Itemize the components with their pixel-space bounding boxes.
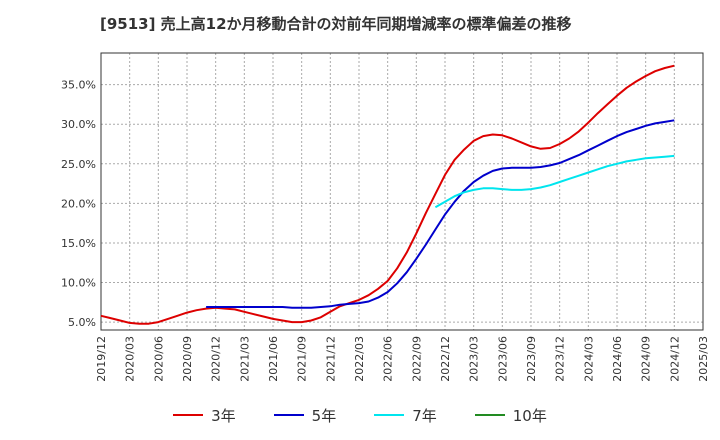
series-lines [100, 64, 675, 325]
x-tick-label: 2021/12 [324, 336, 337, 382]
y-tick-labels: 5.0% 10.0% 15.0% 20.0% 25.0% 30.0% 35.0% [61, 79, 96, 329]
x-tick-label: 2022/06 [382, 336, 395, 382]
x-tick-label: 2019/12 [95, 336, 108, 382]
legend-label: 10年 [512, 406, 547, 425]
legend-item: 5年 [273, 405, 337, 426]
x-tick-label: 2021/09 [296, 336, 309, 382]
legend-swatch [474, 414, 505, 416]
y-tick-label: 25.0% [61, 158, 96, 171]
grid-lines [100, 53, 704, 330]
legend-label: 7年 [412, 406, 437, 425]
legend-item: 7年 [374, 405, 437, 426]
x-tick-label: 2020/12 [210, 336, 223, 382]
legend-item: 10年 [474, 405, 547, 426]
legend-label: 5年 [311, 406, 337, 425]
series-line-3年 [100, 64, 675, 325]
y-tick-label: 30.0% [61, 118, 96, 131]
legend-swatch [374, 414, 405, 416]
x-tick-label: 2022/09 [410, 336, 423, 382]
chart-legend: 3年 5年 7年 10年 [0, 403, 720, 427]
plot-frame [100, 52, 704, 331]
y-tick-label: 35.0% [61, 79, 96, 92]
x-tick-label: 2024/09 [640, 336, 653, 382]
chart-title: [9513] 売上高12か月移動合計の対前年同期増減率の標準偏差の推移 [100, 15, 572, 33]
legend-swatch [273, 414, 304, 416]
x-tick-label: 2022/03 [353, 336, 366, 382]
x-tick-label: 2023/12 [554, 336, 567, 382]
x-tick-label: 2020/06 [152, 336, 165, 382]
x-tick-label: 2020/09 [181, 336, 194, 382]
legend-swatch [173, 414, 204, 416]
series-line-7年 [434, 154, 675, 209]
x-tick-label: 2024/03 [582, 336, 595, 382]
x-tick-label: 2021/06 [267, 336, 280, 382]
x-tick-label: 2023/06 [496, 336, 509, 382]
x-tick-label: 2024/12 [668, 336, 681, 382]
x-tick-label: 2023/09 [525, 336, 538, 382]
x-tick-label: 2022/12 [439, 336, 452, 382]
y-tick-label: 5.0% [68, 316, 96, 329]
x-tick-label: 2023/03 [468, 336, 481, 382]
x-tick-label: 2020/03 [124, 336, 137, 382]
series-line-5年 [206, 119, 675, 309]
legend-label: 3年 [211, 406, 236, 425]
y-tick-label: 20.0% [61, 197, 96, 210]
y-tick-label: 15.0% [61, 237, 96, 250]
x-tick-labels: 2019/12 2020/03 2020/06 2020/09 2020/12 2021/… [95, 336, 710, 382]
y-tick-label: 10.0% [61, 277, 96, 290]
x-tick-label: 2025/03 [697, 336, 710, 382]
x-tick-label: 2021/03 [238, 336, 251, 382]
x-tick-label: 2024/06 [611, 336, 624, 382]
legend-item: 3年 [173, 405, 236, 426]
axes [100, 52, 704, 331]
